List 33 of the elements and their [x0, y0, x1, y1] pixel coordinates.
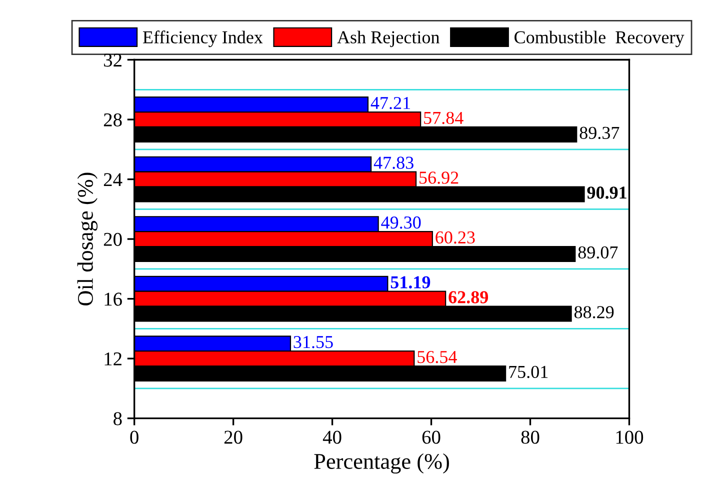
legend-label: Combustible Recovery [514, 30, 684, 48]
data-label: 51.19 [390, 276, 430, 288]
data-label: 56.54 [418, 350, 457, 364]
y-tick-label: 24 [104, 173, 122, 186]
y-tick-label: 8 [114, 412, 122, 426]
data-label: 89.07 [578, 246, 618, 259]
data-label: 60.23 [436, 231, 475, 244]
data-label: 49.30 [381, 216, 421, 229]
data-label: 75.01 [509, 366, 548, 378]
x-axis-title: Percentage (%) [314, 453, 449, 474]
y-tick-label: 12 [104, 352, 122, 366]
legend-label: Efficiency Index [142, 30, 263, 48]
y-tick-label: 20 [104, 232, 122, 246]
data-label: 56.92 [420, 172, 458, 184]
y-tick-label: 28 [104, 113, 122, 126]
x-tick-label: 100 [616, 430, 644, 444]
y-axis-title: Oil dosage (%) [77, 172, 98, 306]
data-label: 47.21 [370, 96, 410, 110]
data-label: 89.37 [580, 126, 620, 140]
data-label: 31.55 [294, 336, 333, 348]
legend-label: Ash Rejection [337, 30, 440, 48]
data-label: 57.84 [424, 112, 464, 124]
y-tick-label: 32 [104, 54, 122, 67]
x-tick-label: 20 [224, 430, 242, 444]
data-label: 88.29 [574, 306, 614, 318]
x-tick-label: 40 [322, 430, 342, 444]
data-label: 90.91 [587, 186, 626, 199]
data-label: 47.83 [374, 156, 414, 169]
x-tick-label: 60 [422, 430, 440, 444]
data-label: 62.89 [448, 291, 488, 304]
x-tick-label: 80 [521, 430, 540, 444]
x-tick-label: 0 [130, 430, 138, 444]
y-tick-label: 16 [104, 292, 122, 306]
